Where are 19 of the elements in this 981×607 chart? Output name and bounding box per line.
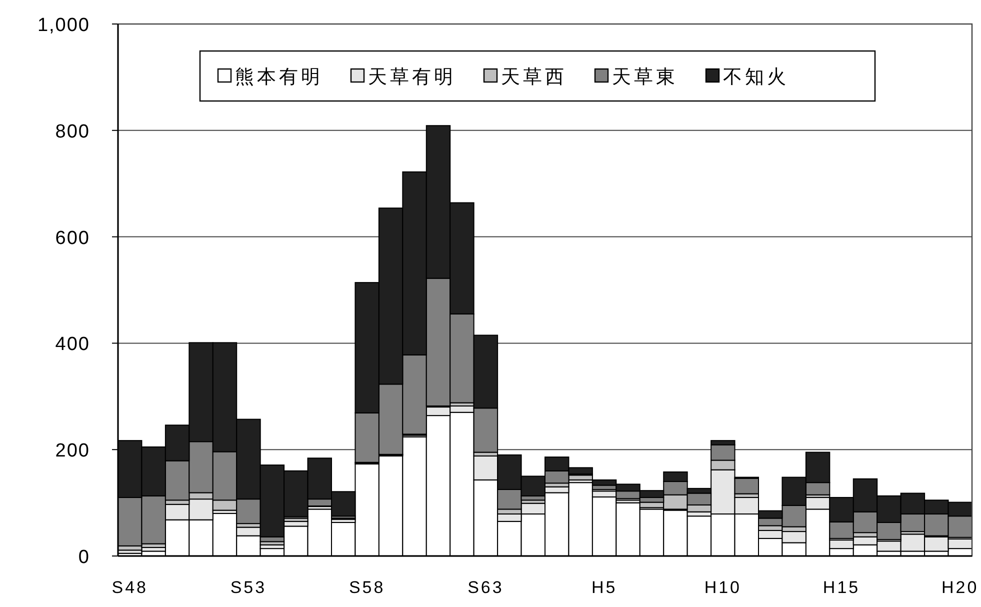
- y-tick-label: 800: [55, 121, 90, 142]
- x-tick-label: S58: [348, 578, 386, 597]
- x-tick-label: S53: [230, 578, 267, 597]
- legend-label: 天草有明: [368, 67, 456, 88]
- legend-label: 不知火: [723, 67, 789, 88]
- x-tick-label: H20: [942, 578, 979, 597]
- x-tick-label: H5: [591, 578, 618, 597]
- y-tick-label: 400: [55, 334, 90, 356]
- y-tick-label: 1,000: [37, 15, 90, 36]
- legend-label: 天草西: [501, 67, 567, 88]
- y-tick-label: 600: [55, 228, 90, 249]
- legend-label: 天草東: [612, 67, 678, 88]
- legend-label: 熊本有明: [235, 67, 323, 88]
- x-tick-label: H10: [704, 578, 742, 597]
- x-tick-label: S63: [468, 578, 504, 597]
- x-tick-label: H15: [822, 578, 860, 597]
- y-tick-label: 0: [78, 547, 90, 568]
- x-tick-label: S48: [112, 578, 148, 597]
- y-tick-label: 200: [55, 440, 90, 462]
